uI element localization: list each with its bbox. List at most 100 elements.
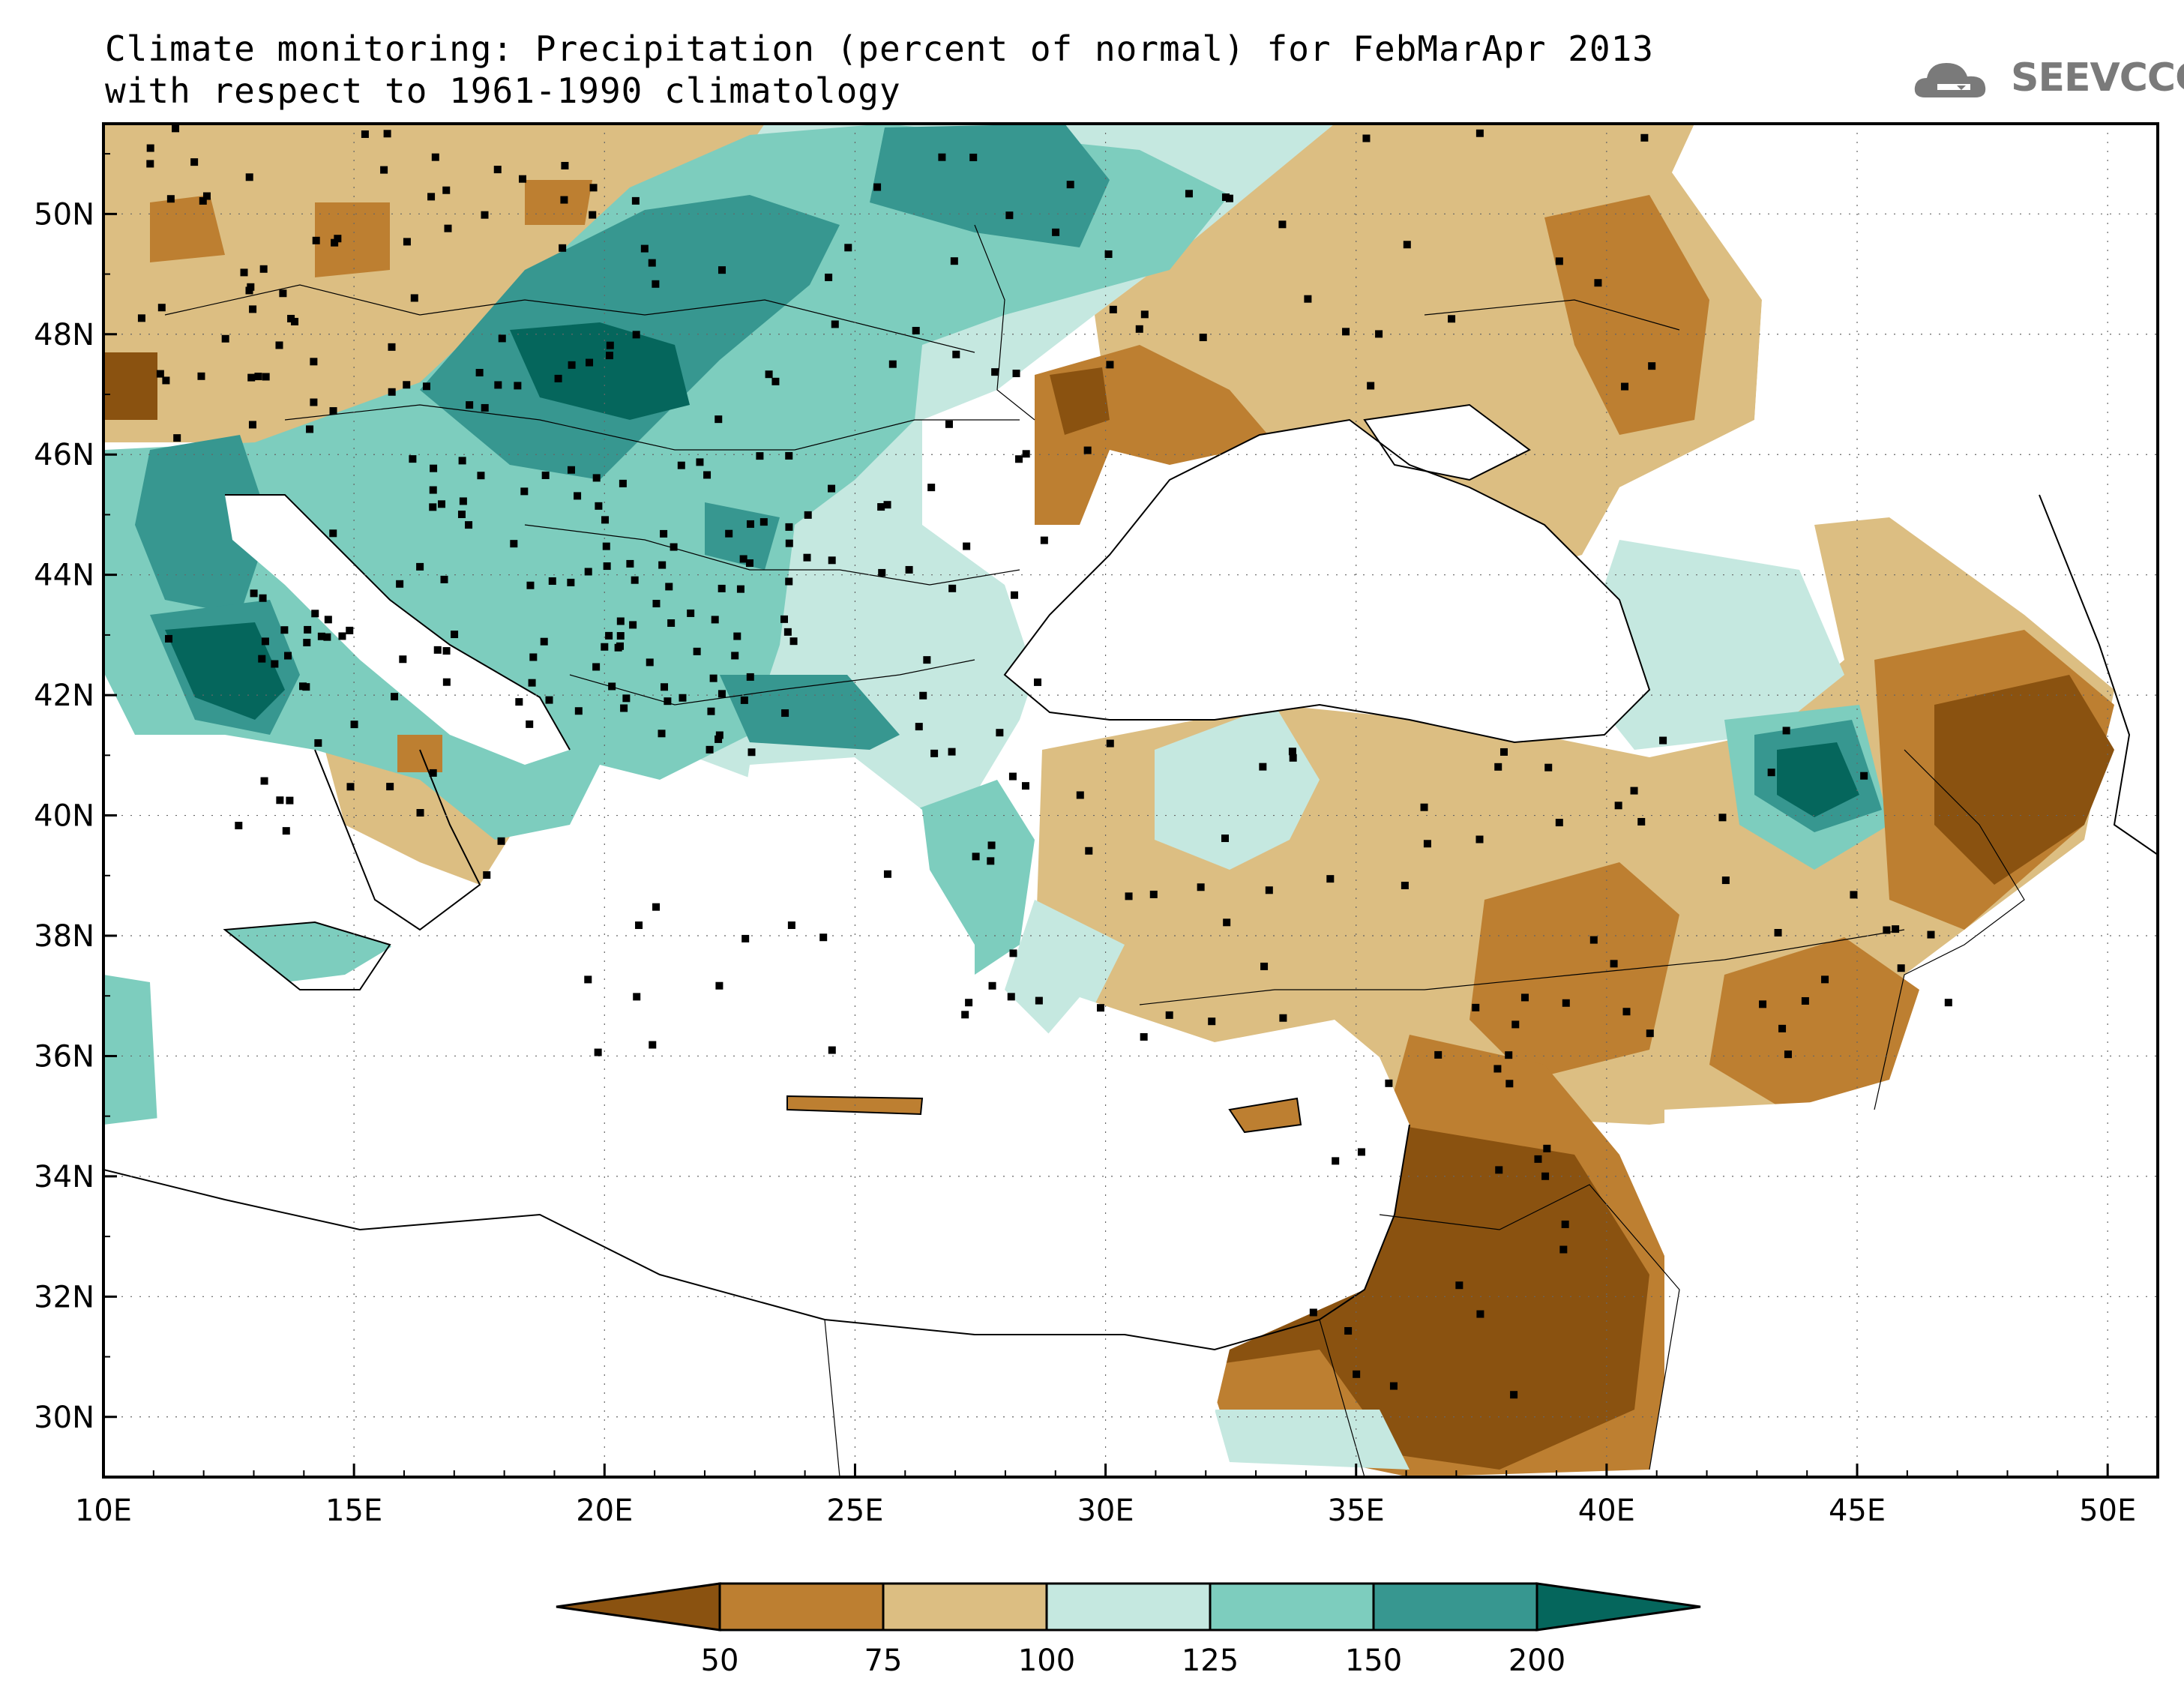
- station-marker: [510, 540, 518, 548]
- station-marker: [1342, 328, 1350, 336]
- station-marker: [433, 646, 442, 654]
- station-marker: [592, 663, 601, 671]
- station-marker: [498, 334, 506, 343]
- station-marker: [888, 360, 897, 368]
- station-marker: [526, 581, 535, 589]
- station-marker: [785, 539, 793, 547]
- station-marker: [664, 697, 672, 706]
- station-marker: [589, 211, 597, 219]
- colorbar-label: 100: [1018, 1644, 1075, 1678]
- station-marker: [1493, 1065, 1502, 1073]
- station-marker: [442, 186, 451, 194]
- field-lt50: [1050, 367, 1110, 435]
- station-marker: [831, 320, 839, 328]
- station-marker: [1165, 1011, 1173, 1019]
- station-marker: [429, 486, 437, 494]
- station-marker: [245, 286, 253, 295]
- station-marker: [388, 343, 396, 351]
- y-tick-label: 30N: [34, 1401, 94, 1435]
- station-marker: [1648, 362, 1656, 370]
- station-marker: [605, 631, 613, 640]
- station-marker: [715, 981, 724, 990]
- station-marker: [1543, 1144, 1551, 1152]
- station-marker: [559, 244, 567, 252]
- station-marker: [457, 511, 466, 519]
- station-marker: [1897, 964, 1905, 972]
- station-marker: [912, 326, 920, 334]
- station-marker: [275, 341, 283, 349]
- station-marker: [687, 609, 695, 617]
- station-marker: [458, 457, 466, 465]
- station-marker: [648, 259, 656, 267]
- station-marker: [399, 655, 407, 664]
- station-marker: [785, 523, 793, 531]
- station-marker: [1850, 891, 1858, 899]
- station-marker: [584, 975, 592, 984]
- station-marker: [258, 655, 266, 663]
- station-marker: [459, 497, 467, 505]
- field-gt200: [1777, 742, 1859, 817]
- black-sea: [1005, 420, 1649, 742]
- cloud-icon: [1914, 63, 1986, 97]
- station-marker: [1066, 181, 1074, 189]
- station-marker: [574, 492, 582, 500]
- station-marker: [1288, 748, 1296, 756]
- station-marker: [282, 827, 290, 835]
- station-marker: [1801, 996, 1809, 1005]
- azov-sea: [1365, 405, 1529, 480]
- station-marker: [1022, 450, 1030, 458]
- station-marker: [736, 585, 744, 593]
- station-marker: [240, 268, 248, 277]
- station-marker: [276, 796, 284, 805]
- station-marker: [1221, 835, 1229, 843]
- station-marker: [303, 639, 311, 647]
- station-marker: [1610, 960, 1618, 968]
- station-marker: [1860, 772, 1868, 780]
- station-marker: [346, 783, 355, 791]
- station-marker: [1385, 1079, 1393, 1087]
- station-marker: [606, 352, 614, 360]
- station-marker: [747, 748, 756, 757]
- field-lt50: [103, 352, 157, 420]
- station-marker: [526, 720, 534, 728]
- station-marker: [780, 615, 788, 623]
- station-marker: [635, 921, 643, 930]
- station-marker: [1035, 996, 1043, 1005]
- map-title: Climate monitoring: Precipitation (perce…: [105, 28, 1654, 69]
- station-marker: [279, 289, 287, 298]
- field-lt50: [1215, 1410, 1410, 1470]
- station-marker: [679, 694, 687, 702]
- station-marker: [873, 183, 882, 191]
- station-marker: [1289, 754, 1297, 762]
- station-marker: [1475, 129, 1484, 137]
- station-marker: [1052, 228, 1060, 236]
- station-marker: [172, 124, 180, 133]
- station-marker: [1005, 211, 1014, 220]
- station-marker: [1012, 370, 1020, 378]
- station-marker: [1015, 455, 1023, 463]
- station-marker: [789, 637, 798, 646]
- y-tick-label: 50N: [34, 197, 94, 232]
- station-marker: [661, 683, 669, 691]
- station-marker: [518, 175, 526, 183]
- station-marker: [652, 600, 661, 608]
- station-marker: [1621, 382, 1629, 391]
- station-marker: [409, 455, 417, 463]
- adriatic-sea: [225, 495, 570, 765]
- station-marker: [1505, 1051, 1513, 1059]
- y-tick-label: 42N: [34, 679, 94, 713]
- station-marker: [1520, 993, 1529, 1002]
- station-marker: [660, 529, 668, 538]
- country-borders: [164, 224, 2025, 1477]
- station-marker: [1562, 999, 1570, 1007]
- station-marker: [804, 511, 812, 519]
- station-marker: [1104, 250, 1113, 258]
- station-marker: [383, 130, 391, 138]
- station-marker: [948, 584, 957, 592]
- station-marker: [306, 425, 314, 433]
- station-marker: [329, 407, 337, 415]
- field-50-75: [315, 202, 390, 277]
- no-data-africa: [103, 1170, 1200, 1477]
- station-marker: [1309, 1308, 1317, 1317]
- colorbar-segment: [882, 1582, 1048, 1632]
